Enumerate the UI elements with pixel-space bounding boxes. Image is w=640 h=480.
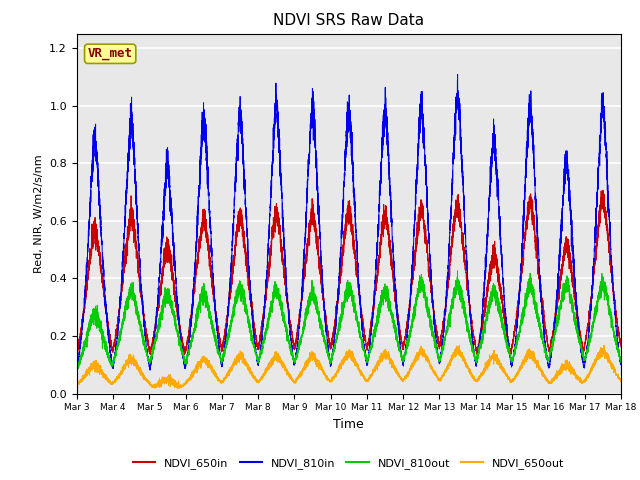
Line: NDVI_650out: NDVI_650out: [77, 345, 621, 389]
NDVI_810out: [424, 306, 431, 312]
Line: NDVI_810in: NDVI_810in: [77, 74, 621, 370]
NDVI_810in: [276, 162, 284, 168]
NDVI_650out: [184, 379, 191, 384]
NDVI_650in: [184, 335, 191, 341]
NDVI_810out: [615, 352, 623, 358]
NDVI_810in: [146, 367, 154, 373]
NDVI_810in: [615, 352, 623, 358]
Line: NDVI_810out: NDVI_810out: [77, 271, 621, 371]
Y-axis label: Red, NIR, W/m2/s/nm: Red, NIR, W/m2/s/nm: [34, 154, 44, 273]
NDVI_810out: [617, 357, 625, 362]
NDVI_650out: [276, 360, 284, 365]
NDVI_650in: [424, 251, 431, 256]
NDVI_810out: [73, 366, 81, 372]
Title: NDVI SRS Raw Data: NDVI SRS Raw Data: [273, 13, 424, 28]
NDVI_810in: [424, 216, 431, 222]
NDVI_810in: [501, 306, 509, 312]
NDVI_810out: [184, 353, 191, 359]
NDVI_810out: [501, 336, 509, 342]
NDVI_650in: [189, 297, 197, 302]
NDVI_810in: [189, 286, 197, 291]
NDVI_650out: [73, 383, 81, 389]
NDVI_650in: [599, 187, 607, 193]
NDVI_650in: [276, 223, 284, 228]
NDVI_810out: [73, 368, 81, 373]
NDVI_650out: [600, 342, 608, 348]
NDVI_810out: [454, 268, 461, 274]
NDVI_810in: [617, 361, 625, 367]
NDVI_650in: [507, 353, 515, 359]
Line: NDVI_650in: NDVI_650in: [77, 190, 621, 356]
NDVI_810in: [73, 366, 81, 372]
NDVI_650out: [501, 369, 509, 374]
NDVI_810out: [276, 299, 284, 305]
NDVI_650in: [73, 350, 81, 356]
NDVI_650out: [615, 374, 623, 380]
NDVI_650out: [617, 379, 625, 384]
NDVI_810in: [454, 72, 461, 77]
NDVI_810in: [184, 351, 191, 357]
NDVI_650out: [174, 386, 182, 392]
NDVI_650in: [617, 344, 625, 349]
NDVI_650in: [501, 321, 509, 326]
Legend: NDVI_650in, NDVI_810in, NDVI_810out, NDVI_650out: NDVI_650in, NDVI_810in, NDVI_810out, NDV…: [129, 453, 569, 473]
NDVI_650in: [615, 330, 623, 336]
X-axis label: Time: Time: [333, 418, 364, 431]
NDVI_650out: [424, 358, 431, 364]
NDVI_650out: [189, 370, 197, 375]
NDVI_810out: [189, 334, 197, 340]
Text: VR_met: VR_met: [88, 48, 132, 60]
